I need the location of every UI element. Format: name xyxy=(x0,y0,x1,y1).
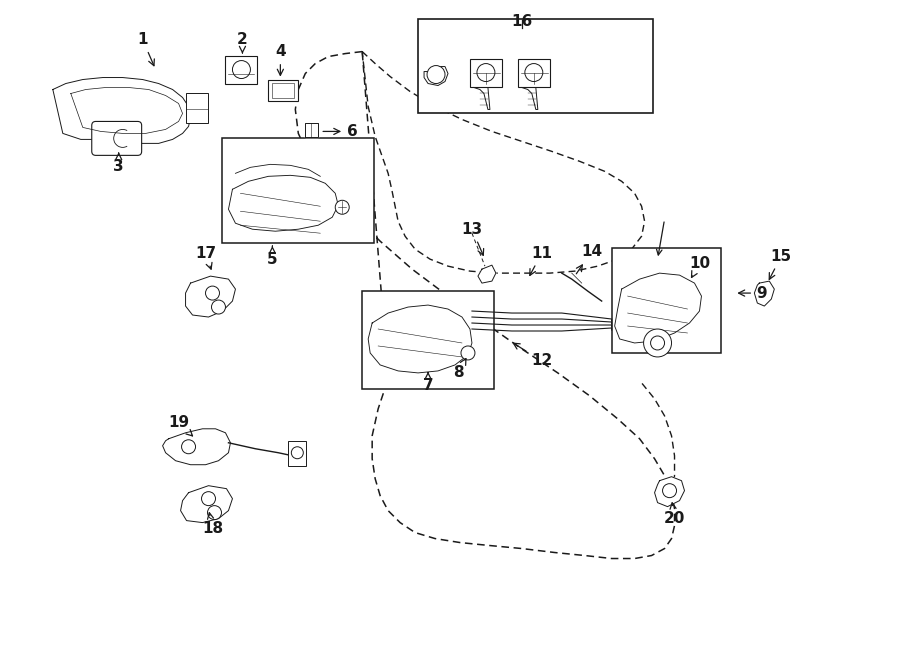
Circle shape xyxy=(212,300,226,314)
Bar xyxy=(518,59,550,87)
Bar xyxy=(268,79,298,102)
Text: 16: 16 xyxy=(511,14,533,29)
Bar xyxy=(362,291,494,389)
Polygon shape xyxy=(615,273,701,343)
Circle shape xyxy=(208,506,221,520)
Polygon shape xyxy=(368,305,472,373)
Text: 6: 6 xyxy=(323,124,357,139)
Polygon shape xyxy=(185,276,236,317)
Text: 18: 18 xyxy=(202,513,223,536)
Circle shape xyxy=(644,329,671,357)
Polygon shape xyxy=(229,175,338,231)
Text: 4: 4 xyxy=(275,44,285,75)
Text: 19: 19 xyxy=(168,415,193,436)
Text: 14: 14 xyxy=(576,244,602,274)
Text: 20: 20 xyxy=(664,503,685,526)
Text: 17: 17 xyxy=(195,246,216,269)
Circle shape xyxy=(292,447,303,459)
Text: 1: 1 xyxy=(138,32,154,65)
Text: 11: 11 xyxy=(530,246,553,276)
Circle shape xyxy=(662,484,677,498)
Text: 2: 2 xyxy=(237,32,248,53)
Circle shape xyxy=(651,336,664,350)
Circle shape xyxy=(182,440,195,453)
Bar xyxy=(612,248,722,353)
Polygon shape xyxy=(71,87,183,134)
Text: 13: 13 xyxy=(462,221,483,255)
Polygon shape xyxy=(305,124,319,137)
Polygon shape xyxy=(163,429,230,465)
Polygon shape xyxy=(53,77,191,143)
Circle shape xyxy=(525,63,543,81)
Polygon shape xyxy=(181,486,232,523)
Circle shape xyxy=(232,61,250,79)
Circle shape xyxy=(205,286,220,300)
Text: 3: 3 xyxy=(113,153,124,174)
Bar xyxy=(185,93,208,124)
Polygon shape xyxy=(754,281,774,306)
Text: 7: 7 xyxy=(423,373,434,393)
Bar xyxy=(288,441,306,466)
Circle shape xyxy=(202,492,215,506)
Bar xyxy=(470,59,502,87)
Text: 9: 9 xyxy=(739,286,767,301)
Circle shape xyxy=(427,65,445,83)
Circle shape xyxy=(477,63,495,81)
Text: 10: 10 xyxy=(688,256,710,278)
Text: 5: 5 xyxy=(267,246,278,266)
Circle shape xyxy=(461,346,475,360)
Polygon shape xyxy=(654,477,685,506)
Bar xyxy=(273,83,294,98)
Bar xyxy=(226,56,257,83)
Circle shape xyxy=(335,200,349,214)
Text: 8: 8 xyxy=(453,359,466,381)
Polygon shape xyxy=(478,265,496,283)
Text: 15: 15 xyxy=(770,249,792,280)
FancyBboxPatch shape xyxy=(92,122,141,155)
Bar xyxy=(418,19,652,114)
Bar xyxy=(222,138,374,243)
Text: 12: 12 xyxy=(513,343,553,368)
